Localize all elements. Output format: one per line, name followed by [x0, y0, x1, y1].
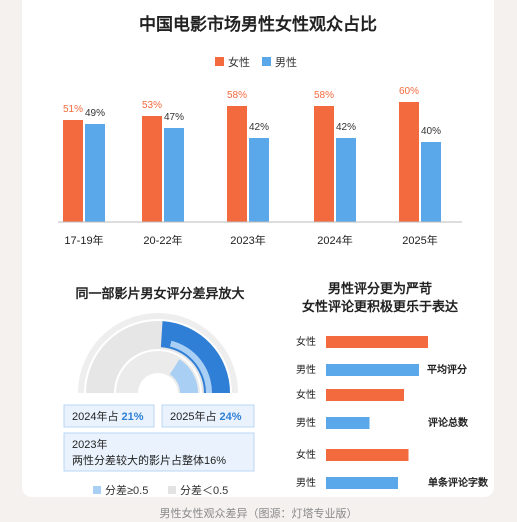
x-tick-label: 17-19年	[64, 233, 103, 247]
legend-female-label: 女性	[228, 55, 250, 69]
donut-legend-dark-label: 分差≥0.5	[105, 483, 148, 497]
hbar-male	[326, 417, 370, 429]
main-chart-title: 中国电影市场男性女性观众占比	[139, 14, 377, 34]
legend-male-swatch	[262, 57, 271, 66]
annotation-2023-box	[63, 432, 255, 472]
infographic-svg: 中国电影市场男性女性观众占比 女性 男性 51% 49% 17-19年 53%47% 2…	[58, 14, 489, 497]
annotation-2025-box	[161, 404, 255, 428]
bar-female-label: 58%	[227, 90, 247, 101]
hbar-male	[326, 364, 419, 376]
annotation-2024-box	[63, 404, 155, 428]
bar-female	[227, 106, 247, 222]
hbar-male-label: 男性	[296, 476, 316, 489]
bar-female-label: 53%	[142, 100, 162, 111]
donut-legend-light-swatch	[168, 486, 176, 494]
annotation-2024-text: 2024年占	[72, 409, 122, 423]
bar-female	[399, 102, 419, 222]
bar-male-label: 47%	[164, 112, 184, 123]
bar-male	[85, 124, 105, 222]
annotation-2024-value: 21%	[122, 411, 144, 423]
donut-chart	[78, 313, 238, 393]
bar-male-label: 49%	[85, 108, 105, 119]
bar-female-label: 58%	[314, 90, 334, 101]
x-tick-label: 2024年	[317, 233, 352, 247]
annotation-2025-text: 2025年占	[170, 409, 220, 423]
bar-male	[249, 138, 269, 222]
legend-male-label: 男性	[275, 55, 297, 69]
right-chart-title-line2: 女性评论更积极更乐于表达	[302, 299, 458, 314]
hbar-female	[326, 389, 404, 401]
right-chart-title-line1: 男性评分更为严苛	[328, 281, 432, 296]
hbar-male	[326, 477, 398, 489]
bar-female	[314, 106, 334, 222]
annotation-2023-line1: 2023年	[72, 437, 107, 451]
hbar-group-label: 评论总数	[428, 416, 469, 429]
hbar-male-label: 男性	[296, 416, 316, 429]
hbar-female	[326, 449, 409, 461]
bar-male-label: 42%	[336, 122, 356, 133]
donut-2024-slice	[169, 340, 212, 393]
donut-2023-slice	[169, 359, 198, 393]
bar-female	[142, 116, 162, 222]
bar-male-label: 40%	[421, 126, 441, 137]
annotation-2023-line2: 两性分差较大的影片占整体16%	[72, 453, 226, 467]
hbar-female-label: 女性	[296, 448, 316, 461]
bar-female-label: 60%	[399, 86, 419, 97]
hbar-female-label: 女性	[296, 335, 316, 348]
bar-male	[164, 128, 184, 222]
image-caption: 男性女性观众差异（图源：灯塔专业版）	[159, 508, 358, 520]
annotation-2025: 2025年占 24%	[170, 409, 242, 423]
top-bar-chart: 51% 49% 17-19年 53%47% 20-22年 58% 42% 2023年 58% 42…	[63, 86, 441, 247]
donut-legend-light-label: 分差＜0.5	[180, 483, 228, 497]
x-tick-label: 2025年	[402, 233, 437, 247]
hbar-group-label: 平均评分	[427, 363, 467, 376]
bar-male	[336, 138, 356, 222]
bar-female-label: 51%	[63, 104, 83, 115]
bar-male-label: 42%	[249, 122, 269, 133]
annotation-2024: 2024年占 21%	[72, 409, 144, 423]
x-tick-label: 2023年	[230, 233, 265, 247]
bar-male	[421, 142, 441, 222]
legend-female-swatch	[215, 57, 224, 66]
hbar-group-label: 单条评论字数	[428, 476, 489, 489]
hbar-female-label: 女性	[296, 388, 316, 401]
annotation-2025-value: 24%	[220, 411, 242, 423]
donut-legend-dark-swatch	[93, 486, 101, 494]
bar-female	[63, 120, 83, 222]
x-tick-label: 20-22年	[143, 233, 182, 247]
hbar-male-label: 男性	[296, 363, 316, 376]
hbar-female	[326, 336, 428, 348]
donut-chart-title: 同一部影片男女评分差异放大	[75, 286, 244, 301]
